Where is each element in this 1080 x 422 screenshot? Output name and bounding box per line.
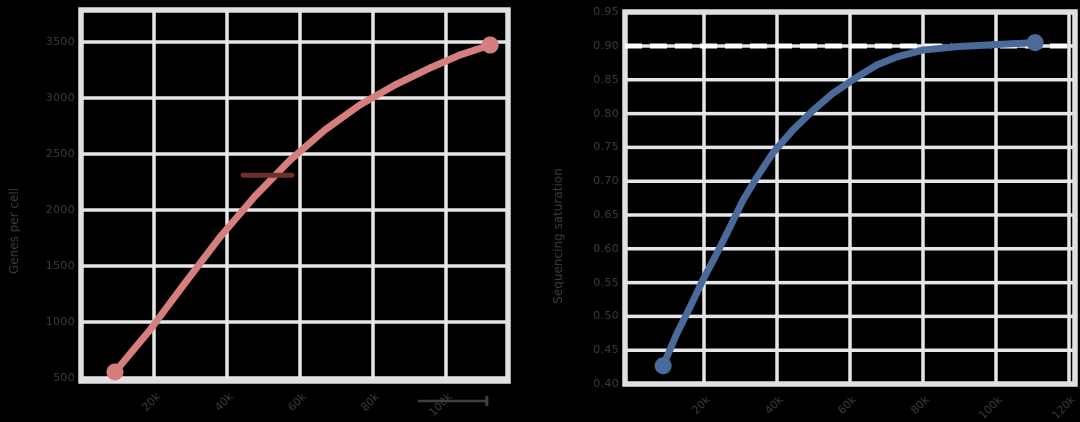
y-tick-label: 1500 [45,259,75,272]
data-point-marker [873,61,881,69]
y-tick-label: 2500 [45,147,75,160]
genes-per-cell-plot [78,7,511,406]
data-point-marker [356,101,364,109]
y-tick-label: 0.70 [593,174,619,188]
data-point-marker [181,279,189,287]
data-point-marker [726,223,734,231]
genes-per-cell-curve [111,41,494,376]
sequencing-saturation-plot [622,9,1078,387]
right-y-axis-title: Sequencing saturation [551,168,565,304]
y-tick-label: 0.50 [593,309,619,323]
data-point-marker [146,326,154,334]
y-tick-label: 0.55 [593,275,619,289]
data-point-marker [216,233,224,241]
y-tick-label: 0.45 [593,343,619,357]
y-tick-label: 0.95 [593,5,619,19]
data-point-marker [654,357,672,375]
data-point-marker [753,173,761,181]
y-tick-label: 0.80 [593,106,619,120]
y-tick-label: 2000 [45,203,75,216]
data-point-marker [769,149,777,157]
data-point-marker [686,303,694,311]
y-tick-label: 0.90 [593,39,619,52]
data-point-marker [321,126,329,134]
data-point-marker [829,89,837,97]
data-point-marker [893,53,901,61]
plot-border [78,7,511,384]
data-point-marker [699,276,707,284]
y-tick-label: 0.60 [593,241,619,255]
data-point-marker [853,73,861,81]
data-point-marker [456,51,464,59]
data-point-marker [391,81,399,89]
y-tick-label: 0.75 [593,140,619,154]
y-tick-label: 0.40 [593,377,619,390]
data-point-marker [1026,34,1044,52]
y-tick-label: 0.65 [593,208,619,221]
plot-border [622,9,1078,387]
data-point-marker [739,196,747,204]
data-point-marker [919,46,927,54]
y-tick-label: 500 [53,371,75,384]
data-point-marker [286,156,294,164]
data-point-marker [953,43,961,51]
data-point-marker [673,329,681,337]
data-point-marker [426,64,434,72]
data-point-marker [713,249,721,257]
data-point-marker [481,36,499,54]
y-tick-label: 3500 [45,35,75,48]
data-point-marker [789,126,797,134]
y-tick-label: 1000 [45,315,75,328]
data-point-marker [809,106,817,114]
data-point-marker [991,41,999,49]
y-tick-label: 3000 [45,91,75,104]
y-tick-label: 0.85 [593,72,619,86]
left-y-axis-title: Genes per cell [7,187,21,275]
data-point-marker [106,363,124,381]
data-point-marker [251,192,259,200]
